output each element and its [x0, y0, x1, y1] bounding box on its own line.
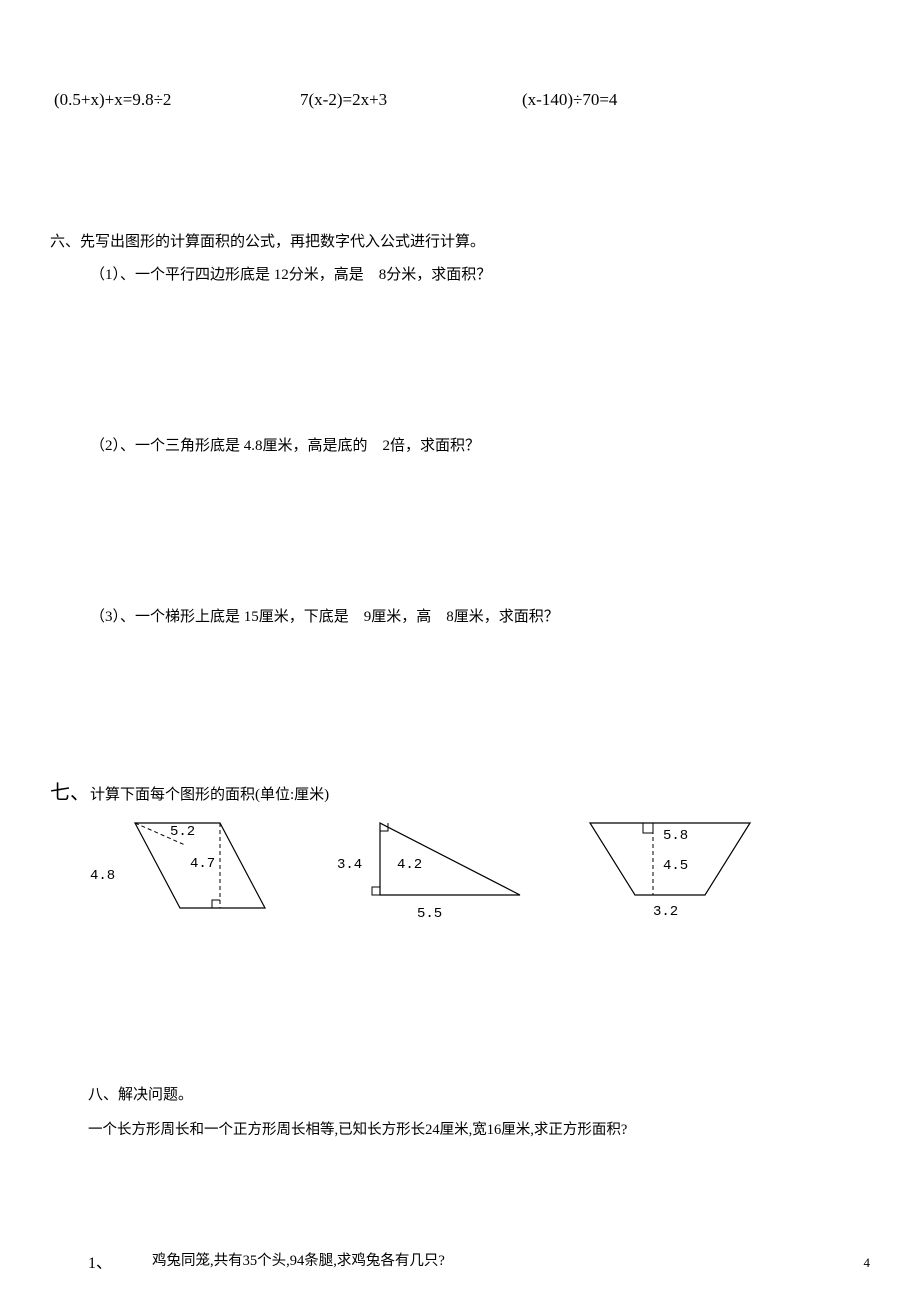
fig2-hyp-label: 4.2 [397, 857, 422, 873]
section-six: 六、先写出图形的计算面积的公式，再把数字代入公式进行计算。 （1）、一个平行四边… [50, 230, 870, 626]
section-seven-number: 七、 [50, 782, 90, 804]
figure-triangle: 3.4 4.2 5.5 [325, 813, 535, 933]
figure-parallelogram: 5.2 4.7 4.8 [90, 813, 285, 933]
figures-row: 5.2 4.7 4.8 3.4 4.2 5.5 [90, 813, 870, 933]
equations-row: (0.5+x)+x=9.8÷2 7(x-2)=2x+3 (x-140)÷70=4 [50, 90, 870, 110]
section-six-heading: 六、先写出图形的计算面积的公式，再把数字代入公式进行计算。 [50, 230, 870, 251]
fig3-top-label: 5.8 [663, 828, 688, 844]
section-eight-q1: 1、 鸡兔同笼,共有35个头,94条腿,求鸡兔各有几只? [88, 1249, 870, 1273]
fig1-left-label: 4.8 [90, 868, 115, 884]
figure-trapezoid: 5.8 4.5 3.2 [575, 813, 775, 933]
fig2-base-label: 5.5 [417, 906, 442, 922]
fig3-base-label: 3.2 [653, 904, 678, 920]
section-seven-heading: 七、计算下面每个图形的面积(单位:厘米) [50, 776, 870, 805]
section-six-q2: （2）、一个三角形底是 4.8厘米，高是底的 2倍，求面积？ [90, 434, 870, 455]
section-seven-text: 计算下面每个图形的面积(单位:厘米) [90, 787, 329, 803]
fig1-height-label: 4.7 [190, 856, 215, 872]
equation-1: (0.5+x)+x=9.8÷2 [54, 90, 300, 110]
fig1-top-label: 5.2 [170, 824, 195, 840]
section-eight: 八、解决问题。 一个长方形周长和一个正方形周长相等,已知长方形长24厘米,宽16… [88, 1083, 870, 1273]
section-six-q1: （1）、一个平行四边形底是 12分米，高是 8分米，求面积？ [90, 263, 870, 284]
section-seven: 七、计算下面每个图形的面积(单位:厘米) 5.2 4.7 4.8 [50, 776, 870, 933]
q1-number: 1、 [88, 1249, 152, 1273]
fig3-height-label: 4.5 [663, 858, 688, 874]
page-number: 4 [864, 1255, 871, 1271]
equation-3: (x-140)÷70=4 [522, 90, 617, 110]
fig2-left-label: 3.4 [337, 857, 362, 873]
q1-text: 鸡兔同笼,共有35个头,94条腿,求鸡兔各有几只? [152, 1249, 445, 1273]
equation-2: 7(x-2)=2x+3 [300, 90, 522, 110]
section-eight-heading: 八、解决问题。 [88, 1083, 870, 1104]
section-six-q3: （3）、一个梯形上底是 15厘米，下底是 9厘米，高 8厘米，求面积？ [90, 605, 870, 626]
section-eight-rect-q: 一个长方形周长和一个正方形周长相等,已知长方形长24厘米,宽16厘米,求正方形面… [88, 1118, 870, 1139]
